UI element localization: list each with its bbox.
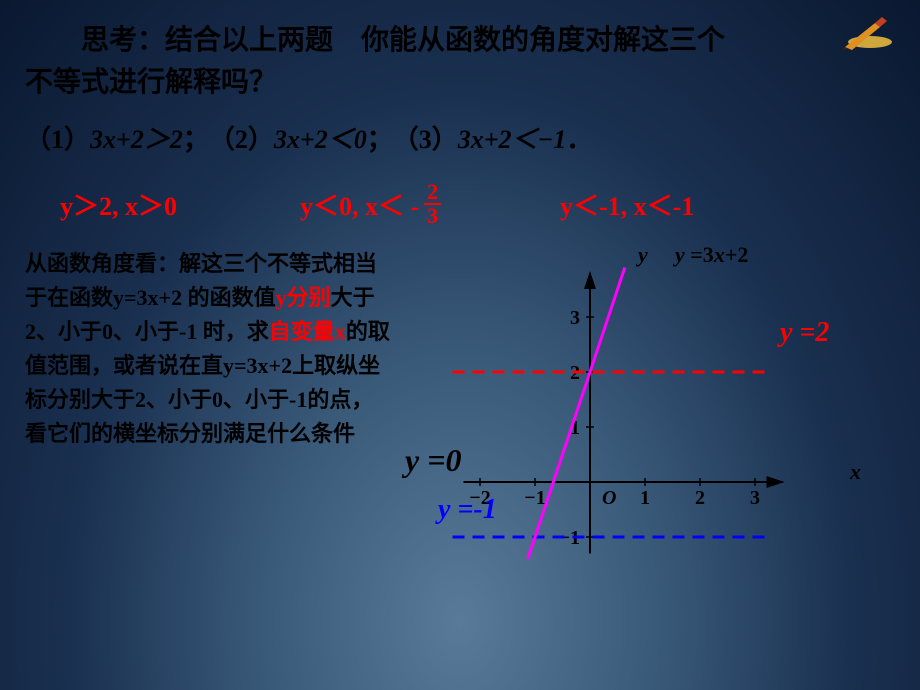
y-equals-0-label: y =0 <box>405 442 461 479</box>
frac-num: 2 <box>424 181 441 205</box>
graph-container: −2−1123123−1O y y =3x+2 y =2 y =0 y =-1 … <box>400 247 880 567</box>
answer-2-fraction: 2 3 <box>424 181 441 227</box>
ineq1-expr: 3x+2＞2 <box>90 125 183 154</box>
exp-red2: 自变量x <box>269 319 346 344</box>
svg-text:3: 3 <box>750 487 760 509</box>
x-axis-label: x <box>850 459 861 485</box>
svg-text:3: 3 <box>570 307 580 329</box>
answer-1: y＞2, x＞0 <box>60 186 300 223</box>
question-text: 思考：结合以上两题 你能从函数的角度对解这三个 不等式进行解释吗？ <box>25 20 895 104</box>
ineq3-expr: 3x+2＜−1 <box>458 125 567 154</box>
svg-text:−1: −1 <box>524 487 545 509</box>
slide-container: 思考：结合以上两题 你能从函数的角度对解这三个 不等式进行解释吗？ （1）3x+… <box>0 0 920 690</box>
inequalities-row: （1）3x+2＞2； （2）3x+2＜0； （3）3x+2＜−1． <box>25 119 895 156</box>
sep1: ； <box>183 125 222 154</box>
question-l1a: 思考：结合以上两题 <box>25 25 333 56</box>
exp-red1: y分别 <box>276 285 331 310</box>
y-equals-2-label: y =2 <box>780 317 829 349</box>
answers-row: y＞2, x＞0 y＜0, x＜ - 2 3 y＜-1, x＜-1 <box>25 181 895 227</box>
answer-2-prefix: y＜0, x＜ - <box>300 186 419 223</box>
svg-text:1: 1 <box>640 487 650 509</box>
ineq1-num: （1） <box>25 125 90 154</box>
bottom-row: 从函数角度看：解这三个不等式相当于在函数y=3x+2 的函数值y分别大于2、小于… <box>25 247 895 567</box>
ineq2-num: （2） <box>222 125 274 154</box>
pen-icon <box>840 15 895 55</box>
y-equals-neg1-label: y =-1 <box>438 494 497 526</box>
ineq2-expr: 3x+2＜0 <box>274 125 367 154</box>
answer-2: y＜0, x＜ - 2 3 <box>300 181 560 227</box>
explanation-text: 从函数角度看：解这三个不等式相当于在函数y=3x+2 的函数值y分别大于2、小于… <box>25 247 395 567</box>
sep2: ； <box>367 125 406 154</box>
svg-text:O: O <box>602 487 616 509</box>
answer-3: y＜-1, x＜-1 <box>560 186 694 223</box>
frac-den: 3 <box>424 205 441 227</box>
line-equation-label: y =3x+2 <box>675 242 748 268</box>
question-l1b: 你能从函数的角度对解这三个 <box>361 25 725 56</box>
y-axis-label: y <box>638 242 648 268</box>
svg-text:2: 2 <box>695 487 705 509</box>
ineq3-num: （3） <box>406 125 458 154</box>
question-l2: 不等式进行解释吗？ <box>25 67 277 98</box>
end: ． <box>566 125 592 154</box>
